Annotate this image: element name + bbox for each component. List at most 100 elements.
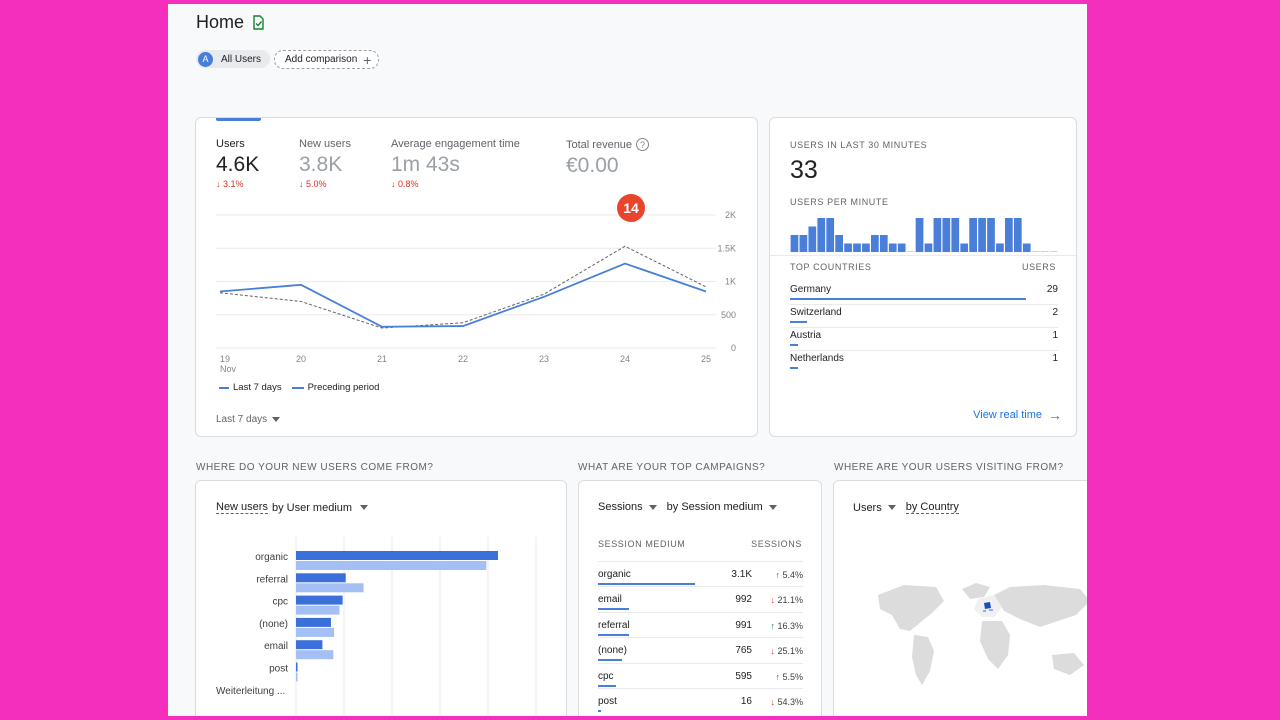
help-icon[interactable]: ? bbox=[636, 138, 650, 151]
x-tick-label: 23 bbox=[539, 354, 549, 364]
row-divider bbox=[790, 350, 1058, 351]
section-title-visiting: WHERE ARE YOUR USERS VISITING FROM? bbox=[834, 462, 1064, 473]
y-tick-label: 500 bbox=[721, 310, 736, 320]
metric-tab-engagement-time[interactable]: Average engagement time 1m 43s ↓ 0.8% bbox=[391, 138, 520, 189]
minute-bar bbox=[808, 226, 817, 252]
segment-label: All Users bbox=[221, 53, 262, 65]
campaign-row[interactable]: post 16 ↓ 54.3% bbox=[598, 688, 803, 712]
campaign-row[interactable]: cpc 595 ↑ 5.5% bbox=[598, 662, 803, 687]
metric-label: Average engagement time bbox=[391, 138, 520, 150]
category-label: (none) bbox=[259, 619, 288, 630]
minute-bar bbox=[1013, 218, 1022, 252]
sessions-value: 16 bbox=[740, 696, 752, 707]
event-badge[interactable]: 14 bbox=[617, 194, 645, 222]
country-share-bar bbox=[790, 367, 799, 369]
minute-bar bbox=[1031, 251, 1040, 252]
sessions-value: 765 bbox=[735, 645, 752, 657]
campaign-row[interactable]: organic 3.1K ↑ 5.4% bbox=[598, 561, 803, 585]
country-value: 1 bbox=[1052, 330, 1058, 341]
divider bbox=[770, 255, 1076, 256]
medium-bar bbox=[296, 605, 340, 615]
arrow-up-icon: ↑ bbox=[770, 620, 778, 631]
country-name: Netherlands bbox=[790, 353, 844, 364]
view-realtime-link[interactable]: View real time → bbox=[973, 407, 1062, 423]
row-divider bbox=[598, 586, 803, 588]
verified-check-icon bbox=[253, 15, 264, 30]
analytics-home-page: Home A All Users Add comparison + Users … bbox=[168, 4, 1087, 716]
medium-bar bbox=[296, 583, 364, 593]
row-divider bbox=[598, 662, 803, 664]
metric-tab-total-revenue[interactable]: Total revenue ? €0.00 bbox=[566, 138, 650, 178]
y-tick-label: 0 bbox=[731, 343, 736, 353]
series-line-preceding bbox=[219, 245, 707, 329]
country-name: Germany bbox=[790, 284, 832, 295]
medium-name: post bbox=[598, 696, 617, 707]
metric-label: New users bbox=[299, 138, 351, 150]
country-share-bar bbox=[790, 298, 1026, 300]
row-divider bbox=[598, 688, 803, 689]
minute-bar bbox=[978, 218, 986, 252]
country-row[interactable]: Switzerland 2 bbox=[790, 307, 1058, 328]
metric-tab-users[interactable]: Users 4.6K ↓ 3.1% bbox=[216, 138, 259, 189]
minute-bar bbox=[924, 243, 933, 252]
country-name: Switzerland bbox=[790, 307, 842, 318]
country-row[interactable]: Netherlands 1 bbox=[790, 353, 1058, 373]
medium-bar bbox=[296, 650, 334, 660]
germany-highlight bbox=[984, 602, 991, 609]
minute-bar bbox=[1005, 218, 1013, 252]
minute-bar bbox=[1049, 251, 1058, 252]
campaign-row[interactable]: (none) 765 ↓ 25.1% bbox=[598, 637, 803, 662]
top-countries-header: TOP COUNTRIES bbox=[790, 262, 872, 272]
segment-chip-all-users[interactable]: A All Users bbox=[196, 50, 271, 68]
y-tick-label: 1.5K bbox=[717, 243, 736, 253]
medium-name: (none) bbox=[598, 645, 627, 657]
sessions-value: 3.1K bbox=[731, 569, 752, 580]
sessions-dimension-picker[interactable]: Sessions by Session medium bbox=[598, 501, 777, 513]
date-range-dropdown[interactable]: Last 7 days bbox=[216, 414, 281, 425]
sessions-delta: ↓ 54.3% bbox=[770, 697, 803, 707]
sessions-header: SESSIONS bbox=[751, 539, 802, 549]
realtime-value: 33 bbox=[790, 156, 818, 184]
legend-dashed-swatch bbox=[291, 386, 304, 389]
realtime-title: USERS IN LAST 30 MINUTES bbox=[790, 140, 928, 150]
sessions-delta: ↑ 5.4% bbox=[775, 570, 803, 580]
add-comparison-button[interactable]: Add comparison + bbox=[274, 50, 380, 69]
series-line-current bbox=[219, 262, 707, 328]
minute-bar bbox=[1022, 243, 1031, 252]
session-share-bar bbox=[598, 684, 617, 687]
y-tick-label: 1K bbox=[725, 277, 736, 287]
category-label: cpc bbox=[272, 597, 288, 608]
medium-bar bbox=[296, 617, 331, 627]
session-share-bar bbox=[598, 710, 601, 712]
campaign-row[interactable]: referral 991 ↑ 16.3% bbox=[598, 611, 803, 636]
country-row[interactable]: Austria 1 bbox=[790, 330, 1058, 351]
campaign-row[interactable]: email 992 ↓ 21.1% bbox=[598, 586, 803, 611]
metric-label: Users bbox=[216, 138, 245, 150]
new-users-dimension-picker[interactable]: New users by User medium bbox=[216, 501, 369, 514]
realtime-card: USERS IN LAST 30 MINUTES 33 USERS PER MI… bbox=[769, 117, 1077, 437]
sessions-delta: ↓ 21.1% bbox=[770, 595, 803, 605]
session-share-bar bbox=[598, 608, 630, 611]
country-share-bar bbox=[790, 321, 807, 323]
minute-bar bbox=[826, 218, 835, 252]
dropdown-arrow-icon bbox=[887, 505, 896, 510]
medium-bar bbox=[296, 662, 298, 672]
row-divider bbox=[598, 637, 803, 639]
medium-bar bbox=[296, 595, 343, 605]
campaigns-card: Sessions by Session medium SESSION MEDIU… bbox=[578, 480, 822, 716]
session-medium-header: SESSION MEDIUM bbox=[598, 539, 686, 549]
metric-tab-new-users[interactable]: New users 3.8K ↓ 5.0% bbox=[299, 138, 351, 189]
chart-legend: Last 7 days Preceding period bbox=[219, 382, 379, 393]
selected-metric-tab-indicator bbox=[216, 118, 261, 121]
medium-bar bbox=[296, 561, 487, 570]
metric-label: Total revenue ? bbox=[566, 138, 650, 151]
new-users-bar-chart: organic referral cpc (none) email post Weiterl… bbox=[216, 537, 537, 716]
country-row[interactable]: Germany 29 bbox=[790, 284, 1058, 305]
minute-bar bbox=[853, 243, 861, 252]
sessions-value: 595 bbox=[735, 670, 752, 682]
row-divider bbox=[598, 561, 803, 562]
x-tick-label: 20 bbox=[296, 354, 306, 364]
country-card: Users by Country bbox=[833, 480, 1087, 716]
x-tick-label: 21 bbox=[377, 354, 387, 364]
country-dimension-picker[interactable]: Users by Country bbox=[853, 501, 959, 514]
